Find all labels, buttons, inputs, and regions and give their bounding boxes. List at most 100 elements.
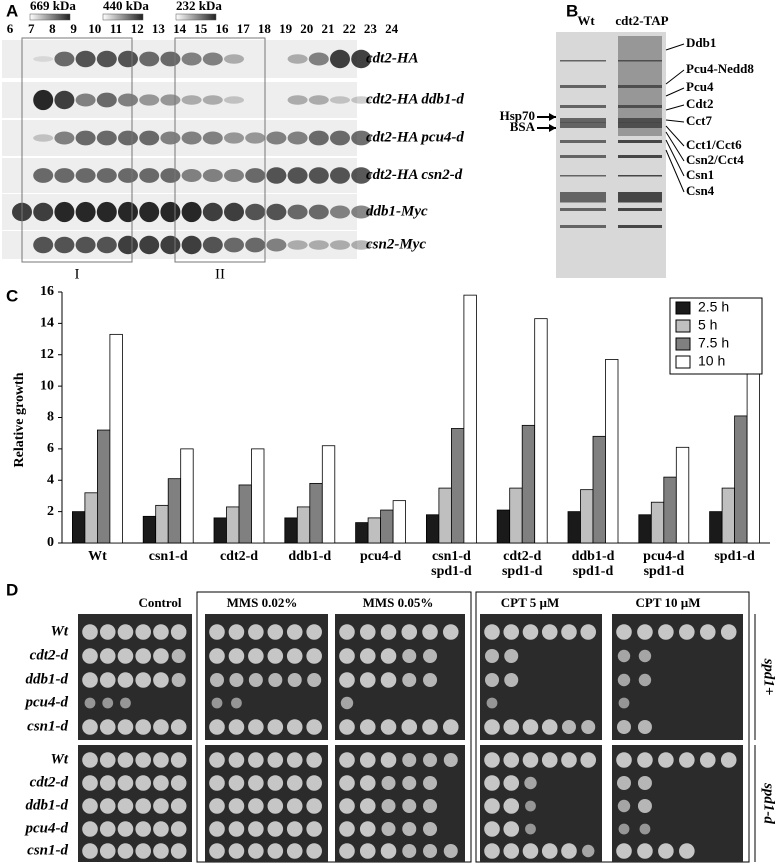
colony-spot [306,719,322,735]
legend-swatch [675,337,691,351]
legend-label: 2.5 h [698,299,729,315]
colony-spot [503,843,520,859]
blot-band [96,236,117,254]
bar [97,429,111,544]
bar [367,517,382,544]
colony-spot [153,843,169,859]
row-label: cdt2-HA ddb1-d [366,91,464,107]
blot-band [75,201,96,223]
colony-spot [209,648,225,664]
blot-band [139,235,160,255]
blot-band [54,201,75,223]
strain-label: ddb1-d [26,797,69,813]
leader [665,139,685,177]
colony-spot [84,697,96,709]
gel-band [618,208,662,211]
legend-swatch [675,355,691,369]
colony-spot [618,823,630,835]
x-tick-label: csn1-d [149,549,188,564]
blot-band [266,238,287,252]
condition-label: MMS 0.02% [227,595,298,610]
blot-band [330,167,350,184]
bar [450,428,465,544]
colony-spot [504,649,519,663]
band-label: Hsp70 [500,108,535,123]
colony-spot [306,821,322,837]
colony-spot [248,719,264,735]
colony-spot [637,624,653,640]
colony-spot [339,798,355,814]
colony-spot [679,624,695,640]
blot-band [181,52,202,66]
colony-spot [525,823,536,835]
panel-label: D [6,580,18,599]
colony-spot [484,843,500,859]
colony-spot [580,624,597,640]
blot-band [54,168,75,183]
colony-spot [210,673,224,687]
blot-band [245,132,266,144]
y-tick-label: 6 [47,441,54,456]
blot-band [266,167,287,184]
colony-spot [679,843,695,859]
fraction-number: 23 [364,21,378,36]
strain-label: cdt2-d [30,647,69,663]
colony-spot [503,719,520,735]
colony-spot [617,799,631,813]
colony-spot [637,776,652,790]
strain-label: Wt [50,751,68,767]
lane-label: Wt [577,13,595,28]
colony-spot [117,624,134,640]
colony-spot [248,843,264,859]
colony-spot [286,719,303,735]
blot-band [287,167,308,184]
colony-spot [153,624,169,640]
colony-spot [267,719,284,735]
colony-spot [541,752,558,768]
colony-spot [153,752,169,768]
x-tick-label: spd1-d [644,564,685,579]
blot-band [160,168,181,183]
colony-spot [248,752,264,768]
colony-spot [117,752,134,768]
leader [665,125,685,147]
colony-spot [581,720,596,734]
region-label: II [215,266,225,282]
blot-band [139,130,160,146]
colony-spot [82,719,98,735]
colony-spot [99,752,116,768]
gel-band [618,175,662,177]
colony-spot [380,719,397,735]
colony-spot [484,821,500,837]
blot-band [351,96,372,104]
blot-band [33,134,54,142]
colony-spot [82,821,98,837]
plate [335,745,465,862]
colony-spot [228,821,245,837]
fraction-number: 15 [194,21,208,36]
colony-spot [423,844,438,858]
panel-label: C [6,286,18,305]
blot-band [266,131,287,145]
colony-spot [170,775,187,791]
colony-spot [638,673,652,687]
colony-spot [484,798,500,814]
colony-spot [525,800,536,812]
blot-band [330,49,350,69]
gel-band [618,140,662,143]
gel-band [560,60,606,62]
strain-label: csn1-d [27,842,68,858]
colony-spot [484,719,500,735]
strain-label: Wt [50,623,68,639]
leader [665,149,685,193]
colony-spot [580,752,597,768]
colony-spot [82,752,98,768]
colony-spot [522,752,539,768]
colony-spot [171,649,186,663]
colony-spot [209,775,225,791]
colony-spot [306,798,322,814]
colony-spot [267,798,284,814]
colony-spot [637,799,652,813]
panel-label: A [6,1,18,20]
colony-spot [82,672,98,688]
